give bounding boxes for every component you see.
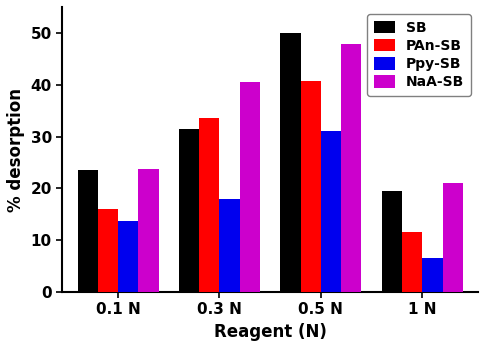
X-axis label: Reagent (N): Reagent (N) xyxy=(213,323,326,341)
Bar xyxy=(340,44,361,292)
Bar xyxy=(118,221,138,292)
Bar xyxy=(442,183,462,292)
Bar xyxy=(381,191,401,292)
Bar xyxy=(199,118,219,292)
Bar xyxy=(77,170,98,292)
Bar xyxy=(239,82,259,292)
Bar xyxy=(219,199,239,292)
Bar xyxy=(320,131,340,292)
Bar xyxy=(98,209,118,292)
Bar xyxy=(179,129,199,292)
Bar xyxy=(280,33,300,292)
Y-axis label: % desorption: % desorption xyxy=(7,87,25,212)
Bar xyxy=(401,232,422,292)
Bar xyxy=(138,169,158,292)
Bar xyxy=(422,258,442,292)
Bar xyxy=(300,81,320,292)
Legend: SB, PAn-SB, Ppy-SB, NaA-SB: SB, PAn-SB, Ppy-SB, NaA-SB xyxy=(366,14,470,96)
